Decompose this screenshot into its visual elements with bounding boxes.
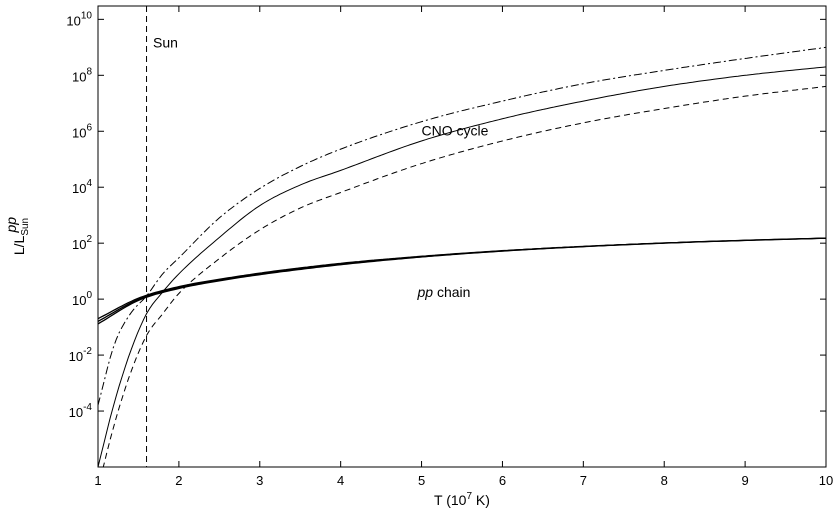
series-line-3 — [102, 85, 826, 467]
x-tick-label: 8 — [661, 473, 668, 488]
x-tick-label: 10 — [819, 473, 833, 488]
x-tick-label: 3 — [256, 473, 263, 488]
y-tick-label: 100 — [72, 290, 92, 308]
x-tick-label: 4 — [337, 473, 344, 488]
y-tick-label: 106 — [72, 122, 92, 140]
y-tick-label: 102 — [72, 234, 92, 252]
x-tick-label: 9 — [741, 473, 748, 488]
plot-area — [97, 5, 827, 468]
x-tick-label: 2 — [175, 473, 182, 488]
x-tick-label: 6 — [499, 473, 506, 488]
y-tick-label: 104 — [72, 178, 92, 196]
x-tick-label: 7 — [580, 473, 587, 488]
series-line-6 — [98, 237, 826, 320]
data-layer — [98, 6, 826, 467]
tick-layer: 1 2 3 4 5 6 7 8 9 10 10-4 10-2 100 102 104 106 108 1010 — [66, 6, 833, 488]
y-axis-label: L/LSun pp — [3, 217, 31, 255]
y-tick-label: 10-2 — [69, 346, 93, 364]
annotation-layer: Sun CNO cycle pp chain — [153, 34, 489, 300]
series-line-2 — [98, 66, 826, 467]
series-line-5 — [98, 237, 826, 322]
annotation-1: Sun — [153, 34, 178, 50]
x-tick-label: 1 — [94, 473, 101, 488]
x-tick-label: 5 — [418, 473, 425, 488]
annotation-3: pp chain — [417, 284, 471, 300]
svg-text:pp: pp — [3, 217, 19, 234]
y-tick-label: 108 — [72, 66, 92, 84]
series-line-1 — [98, 46, 826, 406]
annotation-2: CNO cycle — [422, 123, 489, 139]
svg-text:L/LSun: L/LSun — [11, 218, 31, 255]
x-axis-label: T (107 K) — [434, 491, 490, 508]
y-tick-label: 10-4 — [69, 402, 93, 420]
y-tick-label: 1010 — [66, 10, 92, 28]
